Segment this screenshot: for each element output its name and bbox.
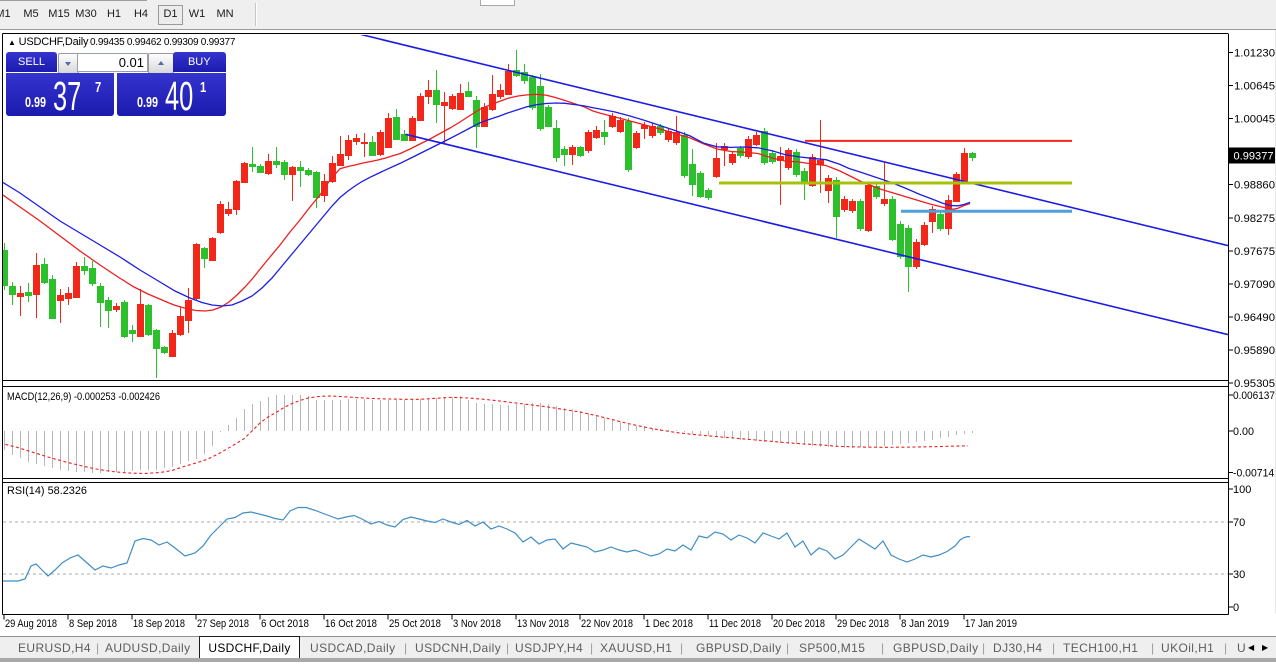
svg-text:13 Nov 2018: 13 Nov 2018 [517,618,569,630]
svg-text:17 Jan 2019: 17 Jan 2019 [965,618,1017,630]
svg-text:11 Dec 2018: 11 Dec 2018 [709,618,761,630]
svg-text:0.98275: 0.98275 [1234,213,1275,225]
svg-text:0.99377: 0.99377 [1234,151,1274,163]
svg-text:MACD(12,26,9) -0.000253 -0.002: MACD(12,26,9) -0.000253 -0.002426 [7,391,160,403]
svg-text:0.97675: 0.97675 [1234,246,1275,258]
svg-text:22 Nov 2018: 22 Nov 2018 [581,618,633,630]
svg-text:0: 0 [1233,602,1239,614]
svg-text:0.95890: 0.95890 [1234,345,1275,357]
svg-text:8 Sep 2018: 8 Sep 2018 [69,618,117,630]
svg-text:0.97090: 0.97090 [1234,279,1275,291]
svg-text:70: 70 [1233,517,1245,529]
svg-text:100: 100 [1233,484,1251,496]
svg-text:0.95305: 0.95305 [1234,378,1275,390]
svg-text:29 Dec 2018: 29 Dec 2018 [837,618,889,630]
svg-text:16 Oct 2018: 16 Oct 2018 [325,618,377,630]
svg-text:3 Nov 2018: 3 Nov 2018 [453,618,501,630]
svg-text:0.96490: 0.96490 [1234,312,1275,324]
svg-text:1.00645: 1.00645 [1234,81,1275,93]
svg-text:6 Oct 2018: 6 Oct 2018 [261,618,309,630]
svg-text:1 Dec 2018: 1 Dec 2018 [645,618,693,630]
svg-text:RSI(14) 58.2326: RSI(14) 58.2326 [7,485,87,497]
svg-text:18 Sep 2018: 18 Sep 2018 [133,618,185,630]
svg-text:30: 30 [1233,569,1245,581]
svg-text:0.00: 0.00 [1233,426,1254,438]
svg-text:1.00045: 1.00045 [1234,114,1275,126]
svg-text:0.006137: 0.006137 [1233,390,1275,402]
svg-text:20 Dec 2018: 20 Dec 2018 [773,618,825,630]
svg-text:0.98860: 0.98860 [1234,180,1275,192]
svg-text:1.01230: 1.01230 [1234,48,1275,60]
svg-text:29 Aug 2018: 29 Aug 2018 [5,618,57,630]
svg-text:-0.007142: -0.007142 [1233,468,1276,480]
svg-text:25 Oct 2018: 25 Oct 2018 [389,618,441,630]
svg-text:8 Jan 2019: 8 Jan 2019 [901,618,949,630]
svg-text:27 Sep 2018: 27 Sep 2018 [197,618,249,630]
